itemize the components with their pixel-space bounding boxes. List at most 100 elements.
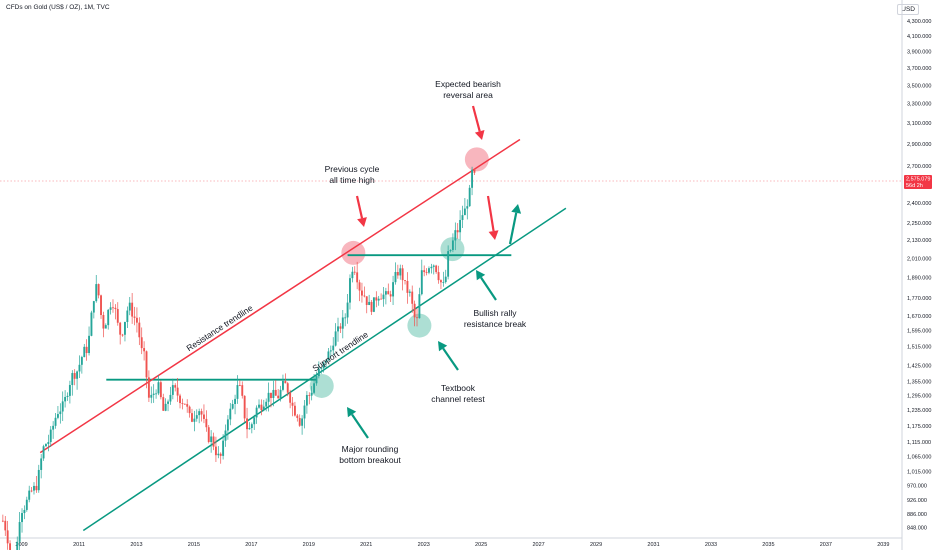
candle-up — [466, 206, 469, 209]
candle-up — [107, 309, 110, 326]
price-tick-label: 2,010.000 — [907, 256, 931, 262]
candle-up — [128, 302, 131, 311]
candle-down — [404, 280, 406, 281]
candle-up — [428, 268, 430, 273]
expected-bearish-label-line-2: reversal area — [443, 90, 493, 100]
candle-down — [121, 334, 124, 336]
candle-down — [219, 453, 222, 456]
candle-down — [176, 387, 179, 396]
bearish-reversal-arrow-icon-shaft — [471, 105, 481, 132]
candle-up — [329, 350, 332, 352]
annotation-arrows — [347, 105, 522, 439]
candle-down — [456, 230, 459, 233]
candle-down — [102, 315, 105, 329]
time-axis[interactable]: 2009 2011 2013 2015 2017 2019 2021 2023 2025 2027… — [15, 542, 889, 548]
candle-down — [162, 397, 165, 411]
year-tick-label: 2029 — [590, 542, 602, 548]
candle-up — [253, 417, 256, 425]
bullish-rally-arrow-icon-head — [476, 270, 486, 281]
candle-up — [451, 240, 454, 250]
candle-up — [18, 522, 21, 542]
price-tick-label: 926.000 — [907, 498, 927, 504]
price-tick-label: 2,700.000 — [907, 164, 931, 170]
candle-down — [214, 446, 217, 456]
resistance-trendline — [39, 138, 521, 454]
support-trendline — [82, 207, 567, 532]
candle-up — [83, 346, 86, 358]
candle-down — [205, 418, 208, 428]
price-tick-label: 1,770.000 — [907, 296, 931, 302]
candle-up — [195, 415, 198, 419]
candle-up — [224, 430, 227, 441]
candle-up — [167, 401, 169, 404]
candle-down — [212, 436, 215, 447]
textbook-retest-label-line-1: Textbook — [441, 383, 476, 393]
price-tick-label: 3,900.000 — [907, 50, 931, 56]
price-axis[interactable]: 4,300.000 4,100.000 3,900.000 3,700.000 3,50… — [907, 19, 931, 531]
candle-up — [92, 301, 95, 313]
candle-down — [188, 406, 191, 414]
price-tag-box — [904, 174, 932, 189]
candle-up — [267, 392, 270, 402]
bearish-reversal-arrow-icon — [471, 105, 485, 140]
candle-up — [222, 440, 225, 456]
candle-up — [109, 307, 112, 310]
candle-up — [229, 408, 232, 420]
candle-up — [432, 265, 435, 267]
candle-up — [25, 499, 28, 510]
candle-down — [435, 265, 438, 273]
highlight-circle — [341, 240, 366, 265]
candle-up — [303, 405, 306, 419]
candle-up — [40, 458, 43, 470]
candle-down — [396, 272, 399, 276]
candle-up — [217, 453, 220, 456]
candle-down — [473, 169, 476, 173]
price-tick-label: 1,595.000 — [907, 328, 931, 334]
candle-up — [392, 282, 395, 297]
candle-up — [54, 417, 57, 426]
highlight-circle — [407, 313, 432, 338]
candle-up — [310, 392, 313, 396]
candle-up — [463, 208, 466, 216]
candle-down — [284, 381, 287, 384]
candle-up — [59, 411, 62, 415]
candle-up — [61, 401, 64, 412]
candle-up — [56, 414, 59, 418]
currency-selector[interactable]: USD — [897, 4, 919, 15]
candle-down — [356, 272, 359, 283]
year-tick-label: 2035 — [762, 542, 774, 548]
candle-up — [442, 282, 445, 283]
candle-up — [28, 490, 31, 500]
candle-up — [78, 364, 81, 372]
price-tick-label: 2,900.000 — [907, 142, 931, 148]
candle-up — [368, 301, 371, 305]
resistance-trendline-label: Resistance trendline — [185, 303, 255, 354]
candle-up — [459, 219, 462, 233]
candle-up — [327, 351, 330, 361]
year-tick-label: 2011 — [73, 542, 85, 548]
price-tick-label: 3,100.000 — [907, 121, 931, 127]
candle-up — [444, 276, 447, 283]
candle-up — [47, 442, 50, 445]
candle-up — [332, 345, 335, 351]
rounding-bottom-arrow-icon-shaft — [351, 413, 369, 439]
bearish-reversal-arrow-icon-head — [474, 130, 485, 140]
candle-down — [270, 392, 272, 398]
candle-down — [416, 317, 418, 319]
candle-up — [344, 317, 347, 319]
candle-up — [231, 404, 234, 409]
candle-up — [164, 403, 167, 411]
candle-up — [265, 401, 268, 407]
candle-up — [171, 385, 174, 395]
candle-up — [262, 406, 265, 411]
bullish-rally-label-line-2: resistance break — [464, 319, 527, 329]
candle-up — [346, 302, 349, 318]
candle-down — [293, 405, 296, 416]
candle-down — [439, 280, 442, 283]
year-tick-label: 2033 — [705, 542, 717, 548]
price-tick-label: 4,100.000 — [907, 34, 931, 40]
price-tick-label: 1,065.000 — [907, 454, 931, 460]
